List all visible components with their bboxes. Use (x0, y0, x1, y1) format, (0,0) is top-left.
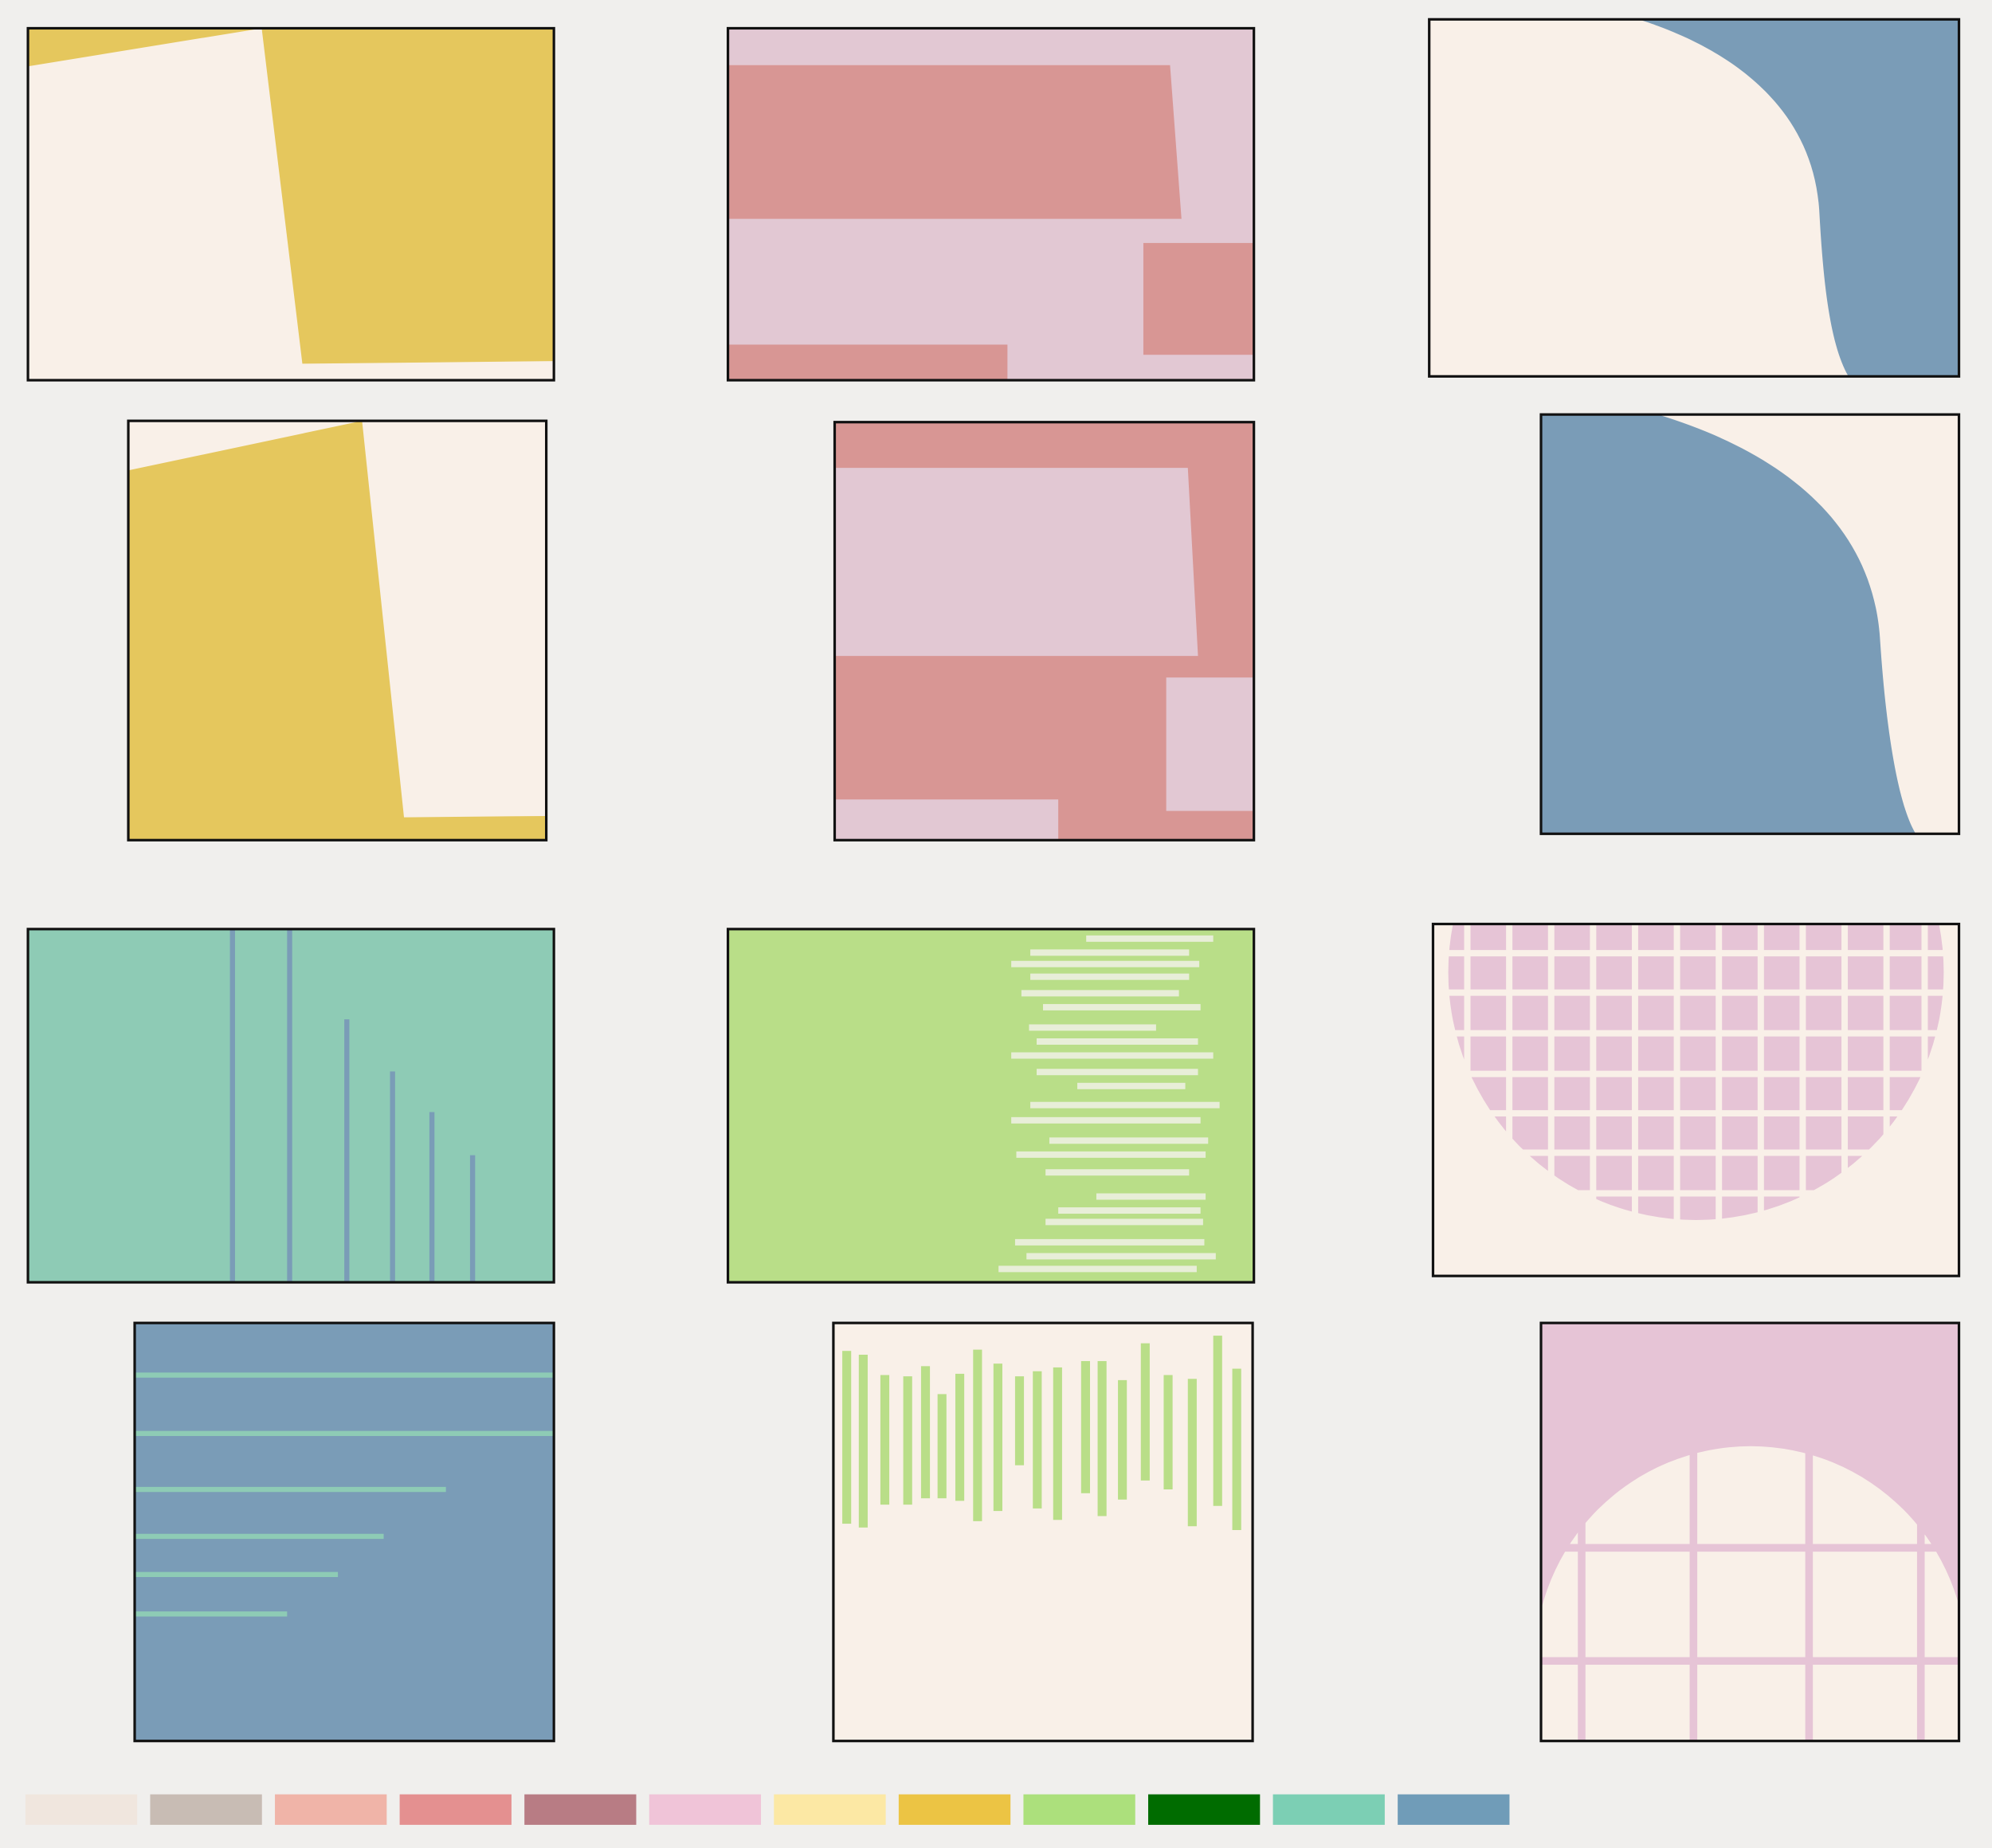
swatch (275, 1794, 387, 1825)
panel (1428, 18, 1961, 378)
panel (127, 419, 548, 842)
swatch (1148, 1794, 1261, 1825)
palette (25, 1794, 1510, 1825)
panel (26, 928, 555, 1284)
swatch (1398, 1794, 1510, 1825)
swatch (898, 1794, 1011, 1825)
panel (1539, 413, 1961, 835)
panel (832, 1321, 1254, 1743)
panel (26, 26, 555, 382)
swatch (150, 1794, 262, 1825)
panel (1539, 1321, 1961, 1743)
swatch (524, 1794, 637, 1825)
panel (833, 421, 1256, 842)
swatch (1023, 1794, 1135, 1825)
swatch (399, 1794, 512, 1825)
swatch (25, 1794, 138, 1825)
panel (133, 1321, 555, 1743)
panel (1431, 922, 1961, 1277)
panel (726, 928, 1256, 1284)
swatch (774, 1794, 886, 1825)
panel (726, 26, 1256, 382)
swatch (649, 1794, 762, 1825)
swatch (1272, 1794, 1385, 1825)
